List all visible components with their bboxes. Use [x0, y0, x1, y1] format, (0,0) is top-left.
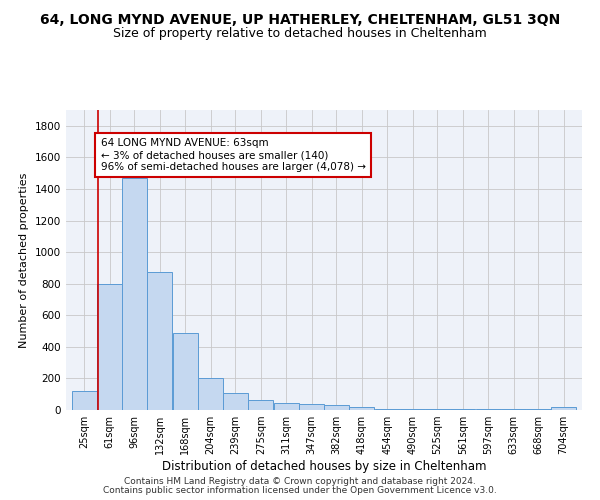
Text: 64 LONG MYND AVENUE: 63sqm
← 3% of detached houses are smaller (140)
96% of semi: 64 LONG MYND AVENUE: 63sqm ← 3% of detac… [101, 138, 365, 172]
Bar [400, 409, 425, 410]
Bar [122, 178, 147, 410]
Bar [72, 391, 97, 410]
Bar [299, 404, 324, 410]
X-axis label: Distribution of detached houses by size in Cheltenham: Distribution of detached houses by size … [162, 460, 486, 473]
Bar [223, 394, 248, 410]
Bar [173, 332, 198, 410]
Bar [501, 409, 526, 410]
Bar [349, 406, 374, 410]
Bar [374, 409, 400, 410]
Y-axis label: Number of detached properties: Number of detached properties [19, 172, 29, 348]
Bar [476, 409, 500, 410]
Bar [248, 400, 274, 410]
Text: Contains public sector information licensed under the Open Government Licence v3: Contains public sector information licen… [103, 486, 497, 495]
Bar [97, 284, 122, 410]
Bar [274, 403, 299, 410]
Bar [425, 409, 450, 410]
Text: Size of property relative to detached houses in Cheltenham: Size of property relative to detached ho… [113, 28, 487, 40]
Bar [450, 409, 475, 410]
Bar [526, 409, 551, 410]
Text: 64, LONG MYND AVENUE, UP HATHERLEY, CHELTENHAM, GL51 3QN: 64, LONG MYND AVENUE, UP HATHERLEY, CHEL… [40, 12, 560, 26]
Text: Contains HM Land Registry data © Crown copyright and database right 2024.: Contains HM Land Registry data © Crown c… [124, 477, 476, 486]
Bar [551, 407, 576, 410]
Bar [198, 378, 223, 410]
Bar [148, 272, 172, 410]
Bar [324, 406, 349, 410]
